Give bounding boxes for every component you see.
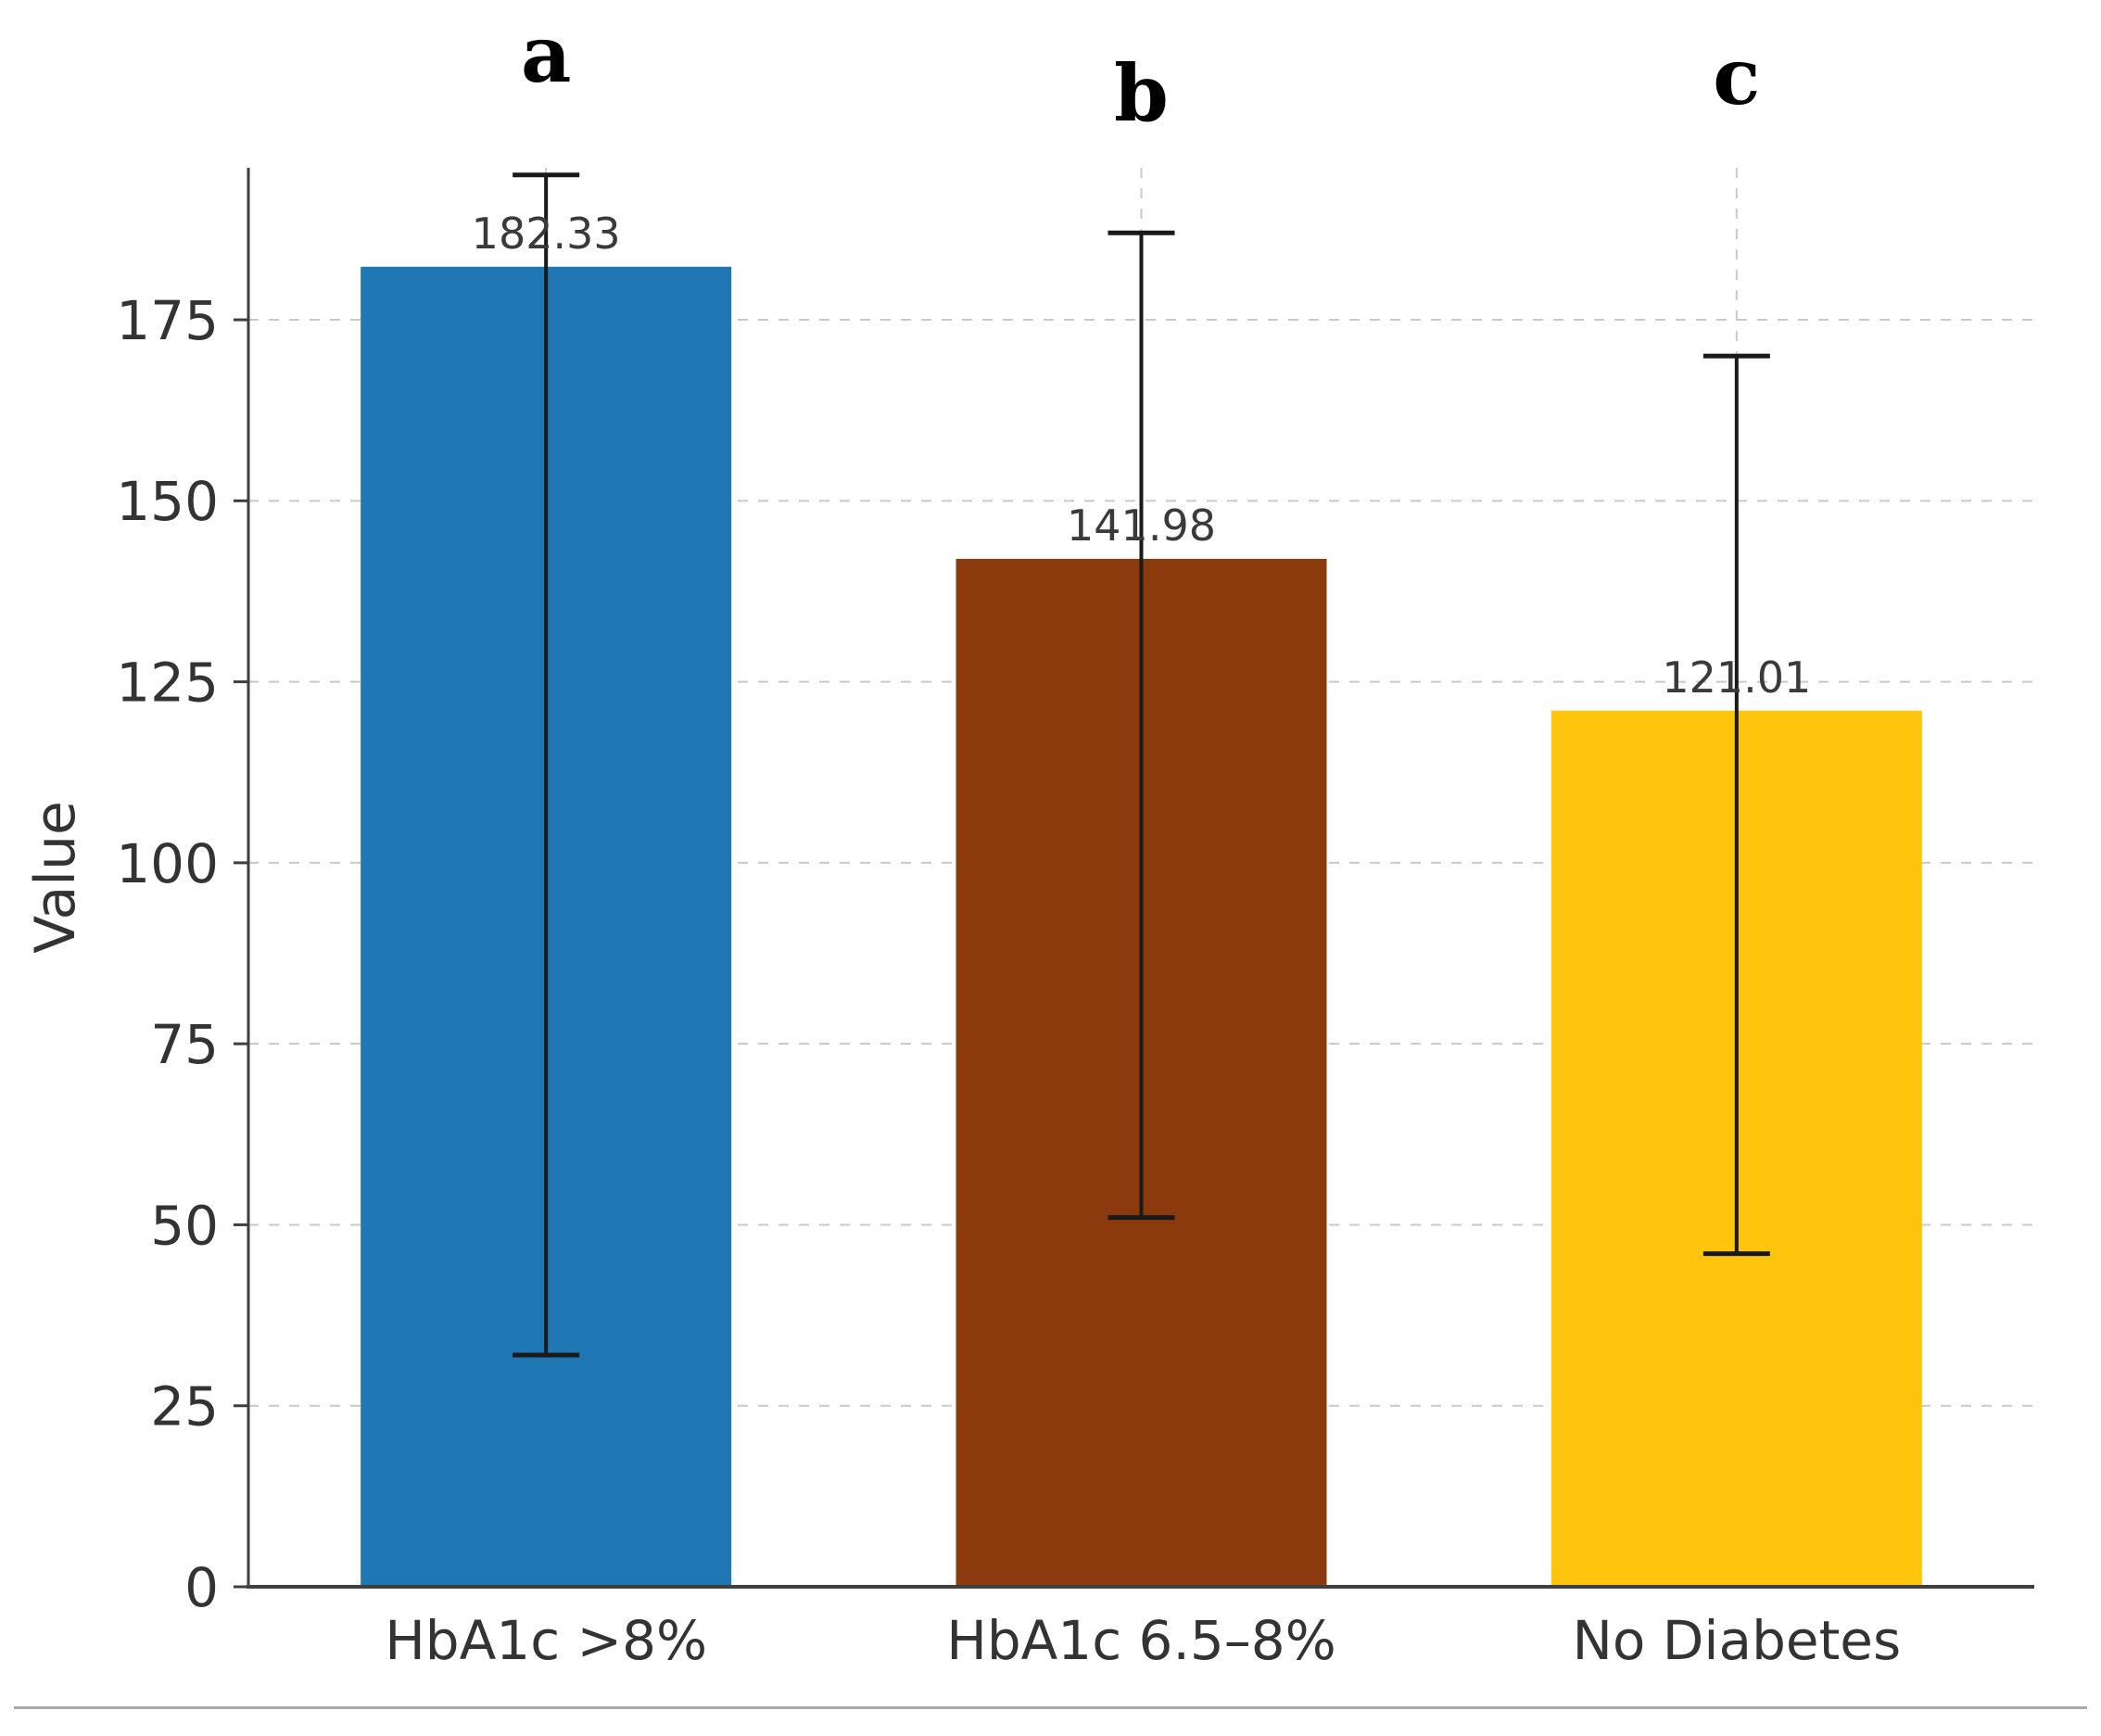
bar-value-label: 121.01 (1662, 653, 1811, 703)
bar-letter: b (1114, 47, 1169, 139)
y-tick-label: 50 (150, 1194, 219, 1257)
figure-bottom-divider (14, 1706, 2087, 1709)
x-category-label: HbA1c >8% (385, 1609, 707, 1672)
bar-value-label: 141.98 (1067, 501, 1216, 551)
x-category-label: HbA1c 6.5–8% (946, 1609, 1336, 1672)
y-axis-title: Value (23, 801, 88, 954)
y-tick-label: 100 (116, 832, 219, 895)
bar-letter: a (521, 8, 571, 100)
y-tick-label: 175 (116, 289, 219, 352)
y-tick-label: 75 (150, 1013, 219, 1076)
y-tick-label: 150 (116, 470, 219, 533)
y-tick-label: 25 (150, 1375, 219, 1438)
bar-letter: c (1713, 31, 1760, 122)
y-tick-label: 0 (184, 1556, 219, 1619)
bar-value-label: 182.33 (472, 209, 621, 259)
y-tick-label: 125 (116, 651, 219, 714)
x-category-label: No Diabetes (1572, 1609, 1901, 1672)
